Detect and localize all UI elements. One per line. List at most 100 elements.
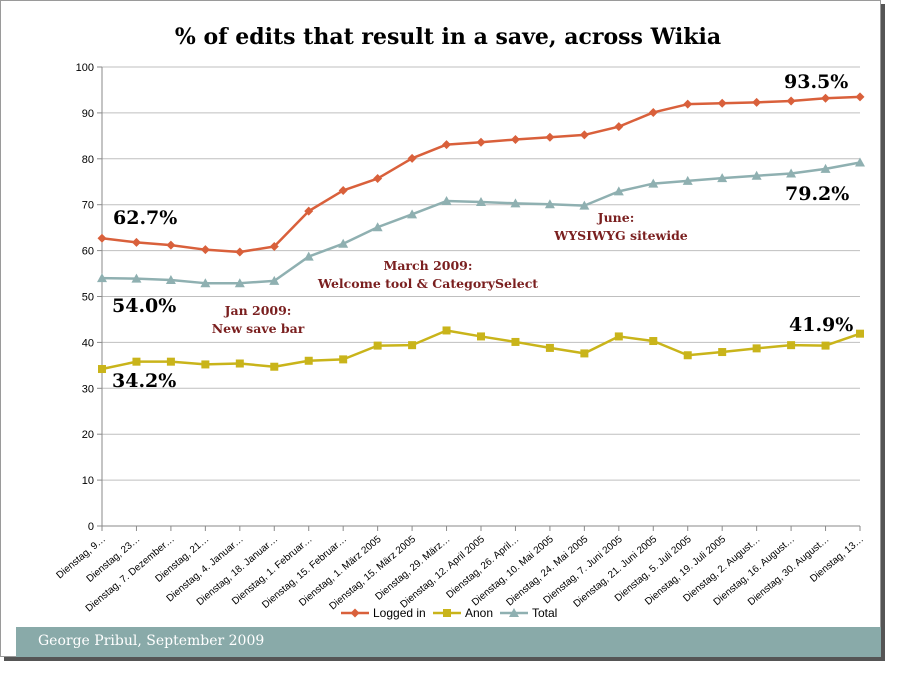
series-line (101, 161, 861, 285)
data-point (304, 206, 314, 216)
data-point (821, 93, 831, 103)
data-point (580, 349, 589, 358)
data-label-total-start: 54.0% (112, 295, 176, 317)
data-point (821, 341, 830, 350)
data-point (544, 199, 555, 209)
data-point (132, 357, 141, 366)
data-point (511, 337, 520, 346)
data-point (717, 98, 727, 108)
data-point (407, 209, 418, 219)
data-point (166, 240, 176, 250)
data-point (270, 362, 279, 371)
data-point (856, 329, 864, 338)
data-point (303, 251, 314, 261)
data-point (683, 351, 692, 360)
data-point (443, 609, 451, 617)
data-point (648, 107, 658, 117)
data-point (407, 153, 417, 163)
data-point (441, 196, 452, 206)
data-point (614, 122, 624, 132)
data-point (683, 99, 693, 109)
annotation-june-line2: WYSIWYG sitewide (553, 228, 688, 243)
data-label-anon-start: 34.2% (112, 370, 176, 392)
series-line (101, 95, 861, 254)
y-tick-label: 90 (82, 108, 94, 120)
data-point (200, 278, 211, 288)
annotation-jan-2009-line1: Jan 2009: (224, 303, 292, 318)
series-anon (98, 326, 864, 374)
data-point (442, 326, 451, 335)
data-label-logged-start: 62.7% (113, 207, 177, 229)
data-point (131, 273, 142, 283)
data-point (786, 96, 796, 106)
data-label-logged-end: 93.5% (784, 71, 848, 93)
data-point (476, 196, 486, 206)
data-point (97, 273, 107, 283)
data-label-anon-end: 41.9% (789, 314, 853, 336)
footer-bar: George Pribul, September 2009 (16, 627, 881, 657)
data-point (442, 140, 452, 150)
data-point (373, 174, 383, 184)
data-point (510, 135, 520, 145)
data-point (269, 275, 280, 285)
data-point (476, 137, 486, 147)
data-point (509, 608, 519, 617)
data-point (614, 332, 623, 341)
y-tick-label: 30 (82, 383, 94, 395)
data-point (408, 341, 417, 350)
annotation-march-2009-line1: March 2009: (384, 258, 473, 273)
data-point (372, 222, 383, 232)
data-point (579, 130, 589, 140)
data-point (787, 341, 796, 350)
data-point (304, 356, 313, 365)
annotation-jan-2009-line2: New save bar (212, 321, 305, 336)
data-point (477, 332, 485, 341)
data-point (350, 608, 360, 618)
data-point (97, 233, 107, 243)
y-axis: 0 10 20 30 40 50 60 70 80 90 100 (76, 62, 103, 533)
data-point (820, 163, 831, 173)
data-point (613, 186, 624, 196)
data-point (752, 97, 762, 107)
y-tick-label: 40 (82, 337, 94, 349)
data-point (339, 355, 348, 364)
y-tick-label: 60 (82, 246, 94, 258)
data-point (338, 238, 349, 248)
legend-label: Logged in (373, 606, 426, 620)
annotation-june-line1: June: (597, 210, 635, 225)
annotation-march-2009-line2: Welcome tool & CategorySelect (317, 276, 538, 291)
data-point (234, 278, 245, 288)
data-point (855, 92, 865, 102)
y-tick-label: 100 (76, 62, 94, 74)
data-point (98, 365, 106, 374)
y-tick-label: 70 (82, 200, 94, 212)
data-point (373, 341, 382, 350)
data-point (579, 200, 590, 210)
legend-label: Anon (465, 606, 493, 620)
data-point (510, 198, 521, 208)
y-tick-label: 80 (82, 154, 94, 166)
data-point (649, 337, 658, 346)
legend-label: Total (532, 606, 557, 620)
data-point (165, 274, 176, 284)
data-point (648, 178, 659, 188)
data-point (235, 247, 245, 257)
y-tick-label: 0 (88, 521, 94, 533)
data-point (338, 185, 348, 195)
y-tick-label: 10 (82, 475, 94, 487)
data-point (682, 175, 693, 185)
data-point (545, 132, 555, 142)
slide-frame (0, 0, 881, 657)
data-point (752, 344, 761, 353)
data-point (200, 245, 210, 255)
data-point (786, 168, 797, 178)
data-point (751, 170, 762, 180)
y-tick-label: 20 (82, 429, 94, 441)
gridlines (102, 66, 860, 527)
data-point (545, 343, 554, 352)
data-point (269, 241, 279, 251)
data-point (166, 357, 175, 366)
data-point (235, 359, 244, 368)
data-label-total-end: 79.2% (785, 183, 849, 205)
data-point (201, 360, 210, 369)
